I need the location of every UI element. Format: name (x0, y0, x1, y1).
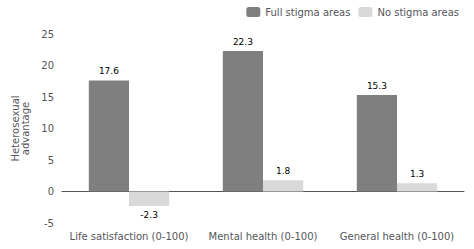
svg-text:Life satisfaction (0-100): Life satisfaction (0-100) (70, 231, 189, 242)
svg-text:1.3: 1.3 (410, 169, 424, 179)
svg-text:1.8: 1.8 (276, 166, 291, 176)
svg-text:5: 5 (48, 155, 54, 166)
svg-text:advantage: advantage (20, 102, 31, 155)
svg-text:Full stigma areas: Full stigma areas (265, 7, 350, 18)
svg-text:15: 15 (41, 92, 54, 103)
svg-text:15.3: 15.3 (367, 81, 387, 91)
svg-text:General health (0-100): General health (0-100) (340, 231, 454, 242)
svg-text:25: 25 (41, 29, 54, 40)
svg-text:Heterosexual: Heterosexual (9, 95, 21, 162)
svg-text:No stigma areas: No stigma areas (377, 7, 459, 18)
svg-text:-2.3: -2.3 (140, 210, 158, 220)
svg-text:0: 0 (48, 186, 54, 197)
svg-text:22.3: 22.3 (233, 37, 253, 47)
svg-text:-5: -5 (44, 218, 54, 229)
svg-text:17.6: 17.6 (99, 66, 119, 76)
svg-text:Mental health (0-100): Mental health (0-100) (209, 231, 318, 242)
svg-text:10: 10 (41, 123, 54, 134)
svg-text:20: 20 (41, 60, 54, 71)
